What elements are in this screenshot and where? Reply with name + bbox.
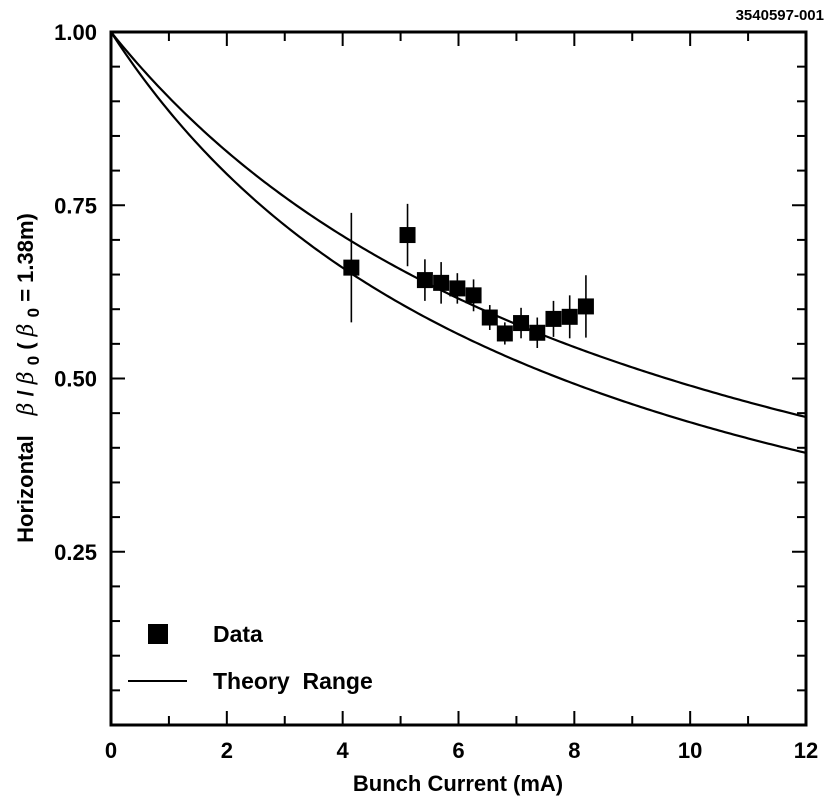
x-tick-label: 2 [221, 738, 233, 763]
theory-curve-lower [110, 31, 807, 454]
data-point [481, 309, 498, 326]
y-axis-title-paren: ( [13, 342, 38, 350]
axis-ticks [111, 32, 806, 725]
legend-data-marker [148, 624, 168, 644]
data-point [416, 272, 433, 289]
y-axis-title-tail: = 1.38m) [13, 213, 38, 302]
plot-area [109, 30, 808, 727]
y-tick-label: 0.75 [54, 193, 97, 218]
data-point [433, 274, 450, 291]
y-axis-title-beta: β [14, 402, 39, 416]
data-point [513, 315, 530, 332]
theory-curve-upper [110, 31, 807, 419]
x-tick-label: 12 [794, 738, 818, 763]
legend: Data Theory Range [128, 621, 373, 694]
y-axis-title-beta0-b: β [14, 324, 39, 338]
legend-theory-label: Theory Range [213, 668, 373, 694]
y-axis-title-slash: / [13, 384, 38, 396]
y-axis-title-beta0: β [14, 371, 39, 385]
y-axis-title-sub0: 0 [24, 356, 43, 365]
data-points [343, 203, 594, 349]
x-tick-label: 10 [678, 738, 702, 763]
y-tick-label: 0.50 [54, 367, 97, 392]
figure-id: 3540597-001 [736, 7, 824, 24]
y-axis-title-prefix: Horizontal [13, 435, 38, 543]
x-tick-label: 0 [105, 738, 117, 763]
y-tick-label: 1.00 [54, 20, 97, 45]
data-point [449, 280, 466, 297]
theory-curves [110, 31, 807, 454]
x-tick-label: 6 [452, 738, 464, 763]
data-point [577, 298, 594, 315]
y-axis-title: Horizontal β / β 0 ( β 0 = 1.38m) [13, 213, 44, 543]
data-point [561, 308, 578, 325]
x-axis-title: Bunch Current (mA) [353, 771, 563, 796]
y-axis-title-sub0-b: 0 [24, 308, 43, 317]
x-tick-label: 4 [337, 738, 350, 763]
data-point [545, 310, 562, 327]
data-point [343, 259, 360, 276]
x-tick-labels: 0 2 4 6 8 10 12 [105, 738, 818, 763]
x-tick-label: 8 [568, 738, 580, 763]
y-tick-labels: 0.25 0.50 0.75 1.00 [54, 20, 97, 565]
legend-data-label: Data [213, 621, 263, 647]
data-point [529, 324, 546, 341]
y-tick-label: 0.25 [54, 540, 97, 565]
data-point [399, 227, 416, 244]
data-point [496, 325, 513, 342]
data-point [465, 287, 482, 304]
